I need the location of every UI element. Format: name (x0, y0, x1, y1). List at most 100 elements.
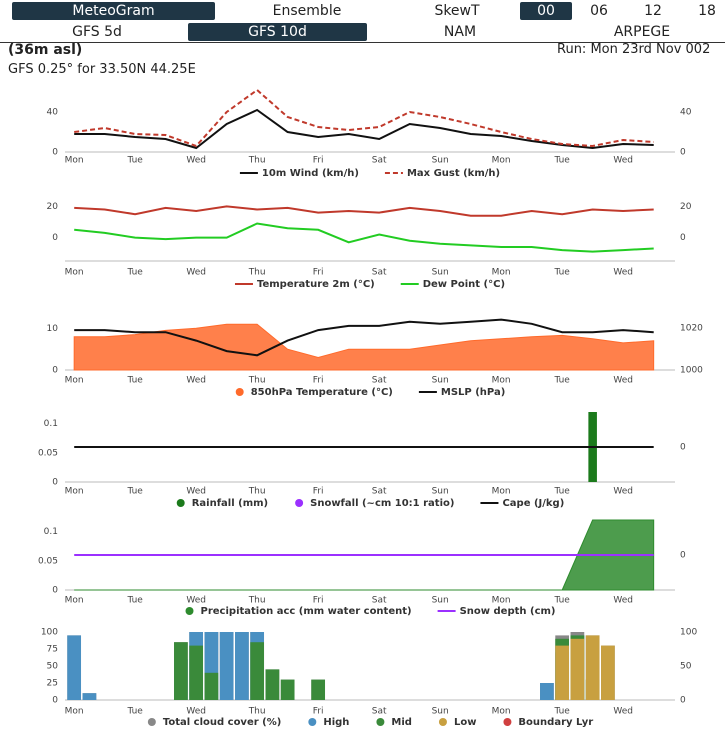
y-tick-label: 0 (52, 696, 58, 706)
x-tick-label: Sun (432, 268, 449, 278)
tab[interactable]: GFS 10d (188, 23, 367, 41)
x-tick-label: Tue (553, 376, 570, 386)
area (74, 519, 655, 591)
y2-tick-label: 20 (680, 202, 692, 212)
legend: 10m Wind (km/h) Max Gust (km/h) (239, 168, 500, 179)
tab[interactable]: SkewT (434, 3, 480, 19)
legend-label: Temperature 2m (°C) (257, 279, 375, 290)
x-tick-label: Tue (553, 156, 570, 166)
x-tick-label: Wed (186, 707, 206, 717)
y2-tick-label: 0 (680, 696, 686, 706)
y2-tick-label: 100 (680, 628, 697, 638)
bar (204, 672, 219, 700)
bar (585, 635, 600, 700)
location: GFS 0.25° for 33.50N 44.25E (8, 62, 196, 77)
x-tick-label: Tue (126, 707, 143, 717)
x-tick-label: Tue (126, 268, 143, 278)
tab[interactable]: 06 (590, 3, 608, 19)
tab[interactable]: 18 (698, 3, 716, 19)
tab[interactable]: 12 (644, 3, 662, 19)
x-tick-label: Thu (248, 487, 266, 497)
legend: Rainfall (mm) Snowfall (~cm 10:1 ratio) Ca… (176, 498, 564, 509)
x-tick-label: Wed (613, 596, 633, 606)
x-tick-label: Sat (372, 707, 387, 717)
x-tick-label: Tue (126, 156, 143, 166)
x-tick-label: Sun (432, 487, 449, 497)
x-tick-label: Tue (126, 596, 143, 606)
x-tick-label: Wed (613, 268, 633, 278)
x-tick-label: Mon (492, 707, 511, 717)
x-tick-label: Fri (313, 268, 324, 278)
x-tick-label: Mon (65, 376, 84, 386)
y-tick-label: 10 (47, 324, 59, 334)
y-tick-label: 0.05 (38, 556, 58, 566)
legend-swatch (295, 499, 304, 507)
y-tick-label: 40 (47, 108, 59, 118)
run-info: Run: Mon 23rd Nov 002 (557, 42, 711, 57)
y-tick-label: 0.1 (44, 527, 58, 537)
x-tick-label: Mon (65, 156, 84, 166)
bar (540, 683, 554, 700)
bar (67, 635, 82, 700)
legend-label: 850hPa Temperature (°C) (251, 387, 393, 398)
y2-tick-label: 1000 (680, 366, 703, 376)
bar (82, 693, 97, 700)
y-tick-label: 0 (52, 366, 58, 376)
divider (0, 42, 725, 43)
y-tick-label: 20 (47, 202, 59, 212)
legend-label: Total cloud cover (%) (163, 717, 281, 728)
y-tick-label: 0.05 (38, 448, 58, 458)
bar (555, 645, 570, 700)
bar (265, 669, 280, 700)
y2-tick-label: 0 (680, 443, 686, 453)
x-tick-label: Tue (553, 268, 570, 278)
tab[interactable]: GFS 5d (72, 24, 122, 40)
x-tick-label: Sun (432, 596, 449, 606)
tab[interactable]: 00 (520, 2, 572, 20)
x-tick-label: Mon (492, 376, 511, 386)
line (74, 88, 654, 148)
x-tick-label: Sun (432, 707, 449, 717)
x-tick-label: Mon (492, 156, 511, 166)
y2-tick-label: 0 (680, 148, 686, 158)
legend-label: Snowfall (~cm 10:1 ratio) (310, 498, 454, 509)
legend-swatch (438, 718, 447, 726)
legend-swatch (185, 607, 194, 615)
tab[interactable]: MeteoGram (12, 2, 215, 20)
tab[interactable]: Ensemble (272, 3, 342, 19)
x-tick-label: Mon (492, 596, 511, 606)
x-tick-label: Wed (613, 487, 633, 497)
y-tick-label: 25 (47, 679, 58, 689)
x-tick-label: Thu (248, 707, 266, 717)
x-tick-label: Wed (186, 487, 206, 497)
y-tick-label: 0 (52, 233, 58, 243)
x-tick-label: Sat (372, 268, 387, 278)
legend-label: Cape (J/kg) (502, 498, 564, 509)
x-tick-label: Mon (65, 487, 84, 497)
bar (219, 632, 234, 700)
legend-label: MSLP (hPa) (441, 387, 505, 398)
area (73, 323, 655, 371)
legend-label: Dew Point (°C) (423, 279, 505, 290)
y-tick-label: 0 (52, 148, 58, 158)
y2-tick-label: 40 (680, 108, 692, 118)
bar (235, 632, 249, 700)
tab[interactable]: NAM (443, 24, 477, 40)
x-tick-label: Fri (313, 376, 324, 386)
legend-swatch (147, 718, 156, 726)
x-tick-label: Tue (126, 487, 143, 497)
line (74, 222, 654, 253)
bar (280, 679, 295, 700)
x-tick-label: Thu (248, 596, 266, 606)
x-tick-label: Fri (313, 156, 324, 166)
legend-label: 10m Wind (km/h) (262, 168, 359, 179)
bar (570, 638, 585, 700)
x-tick-label: Tue (126, 376, 143, 386)
y-tick-label: 75 (47, 645, 58, 655)
x-tick-label: Tue (553, 707, 570, 717)
legend-swatch (308, 718, 317, 726)
y2-tick-label: 1020 (680, 323, 703, 333)
legend-swatch (503, 718, 512, 726)
tab[interactable]: ARPEGE (613, 24, 671, 40)
